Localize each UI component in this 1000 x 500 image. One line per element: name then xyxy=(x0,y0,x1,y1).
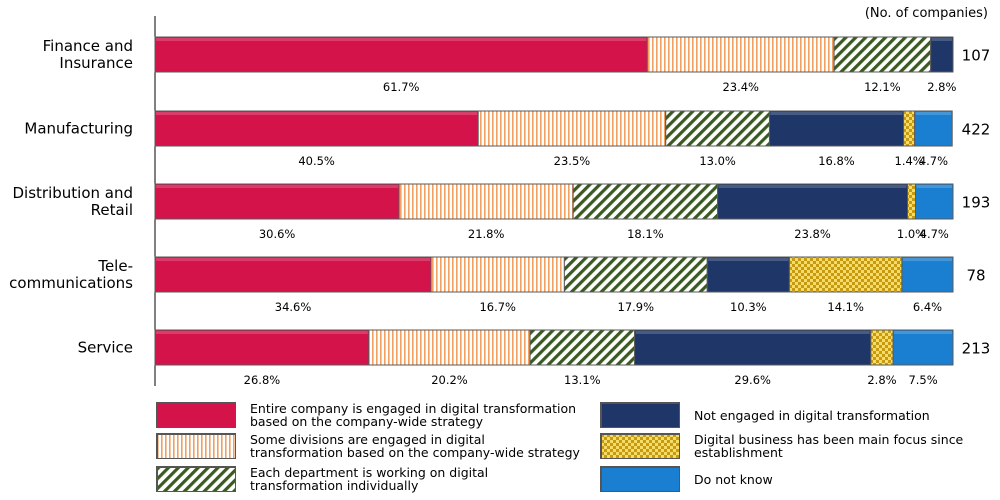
bar-segment-not xyxy=(930,36,954,73)
bar-segment-highlight xyxy=(770,112,903,115)
category-label: Manufacturing xyxy=(24,120,133,138)
data-label-each: 18.1% xyxy=(627,227,664,241)
bar-segment-each xyxy=(563,256,708,293)
bar-segment-entire xyxy=(154,183,400,220)
bar-segment-digital xyxy=(788,256,903,293)
unit-note: (No. of companies) xyxy=(864,6,988,21)
bar-segment-highlight xyxy=(156,112,478,115)
bar-segment-entire xyxy=(154,329,370,366)
data-label-each: 13.1% xyxy=(564,373,601,387)
bar-segment-entire xyxy=(154,110,479,147)
bar-segment-highlight xyxy=(156,258,431,261)
bar-segment-highlight xyxy=(916,185,952,188)
bar-segment-each xyxy=(572,183,719,220)
data-label-not: 29.6% xyxy=(734,373,771,387)
data-label-not: 16.8% xyxy=(818,154,855,168)
data-label-digital: 14.1% xyxy=(827,300,864,314)
data-label-digital: 1.4% xyxy=(895,154,924,168)
data-label-digital: 2.8% xyxy=(867,373,896,387)
data-label-entire: 26.8% xyxy=(244,373,281,387)
bar-segment-highlight xyxy=(156,331,368,334)
data-label-entire: 30.6% xyxy=(259,227,296,241)
bar-segment-dontknow xyxy=(914,110,953,147)
data-label-dontknow: 4.7% xyxy=(920,227,949,241)
data-label-each: 12.1% xyxy=(864,80,901,94)
data-label-not: 10.3% xyxy=(730,300,767,314)
bar-segment-not xyxy=(717,183,909,220)
bar-segment-some xyxy=(368,329,531,366)
bar-segment-not xyxy=(706,256,790,293)
bar-segment-entire xyxy=(154,36,648,73)
bar-segment-highlight xyxy=(156,185,399,188)
data-label-entire: 61.7% xyxy=(383,80,420,94)
data-label-some: 20.2% xyxy=(431,373,468,387)
data-label-dontknow: 4.7% xyxy=(919,154,948,168)
data-label-each: 17.9% xyxy=(618,300,655,314)
data-label-some: 23.4% xyxy=(722,80,759,94)
bar-segment-dontknow xyxy=(914,183,954,220)
data-label-some: 21.8% xyxy=(468,227,505,241)
category-label: Finance and Insurance xyxy=(43,37,133,72)
bar-segment-highlight xyxy=(894,331,952,334)
bar-segment-highlight xyxy=(718,185,907,188)
bar-segment-dontknow xyxy=(892,329,954,366)
data-label-not: 2.8% xyxy=(927,80,956,94)
category-label: Service xyxy=(78,339,133,357)
bar-segment-not xyxy=(634,329,872,366)
total-label: 213 xyxy=(962,340,991,358)
data-label-digital: 1.0% xyxy=(897,227,926,241)
bar-segment-highlight xyxy=(915,112,952,115)
bar-segment-not xyxy=(768,110,905,147)
bar-segment-each xyxy=(529,329,636,366)
total-label: 78 xyxy=(966,267,985,285)
bar-segment-highlight xyxy=(156,38,647,41)
data-label-some: 16.7% xyxy=(479,300,516,314)
data-label-some: 23.5% xyxy=(554,154,591,168)
bar-segment-highlight xyxy=(708,258,789,261)
bar-segment-some xyxy=(477,110,667,147)
bar-segment-highlight xyxy=(902,258,952,261)
data-label-entire: 34.6% xyxy=(275,300,312,314)
bar-segment-each xyxy=(665,110,770,147)
total-label: 193 xyxy=(962,194,991,212)
bar-segment-each xyxy=(833,36,932,73)
bar-segment-highlight xyxy=(635,331,870,334)
bar-segment-digital xyxy=(907,183,916,220)
bar-segment-some xyxy=(398,183,574,220)
bar-segment-highlight xyxy=(931,38,952,41)
data-label-entire: 40.5% xyxy=(298,154,335,168)
bar-segment-digital xyxy=(870,329,894,366)
data-label-each: 13.0% xyxy=(699,154,736,168)
total-label: 107 xyxy=(962,47,991,65)
data-label-not: 23.8% xyxy=(794,227,831,241)
total-label: 422 xyxy=(962,121,991,139)
bar-segment-digital xyxy=(903,110,916,147)
bar-segment-some xyxy=(646,36,835,73)
category-label: Distribution and Retail xyxy=(13,184,134,219)
category-label: Tele-communications xyxy=(9,257,133,292)
bar-segment-entire xyxy=(154,256,432,293)
data-label-dontknow: 6.4% xyxy=(913,300,942,314)
data-label-dontknow: 7.5% xyxy=(908,373,937,387)
bar-segment-some xyxy=(430,256,565,293)
bar-segment-dontknow xyxy=(901,256,954,293)
